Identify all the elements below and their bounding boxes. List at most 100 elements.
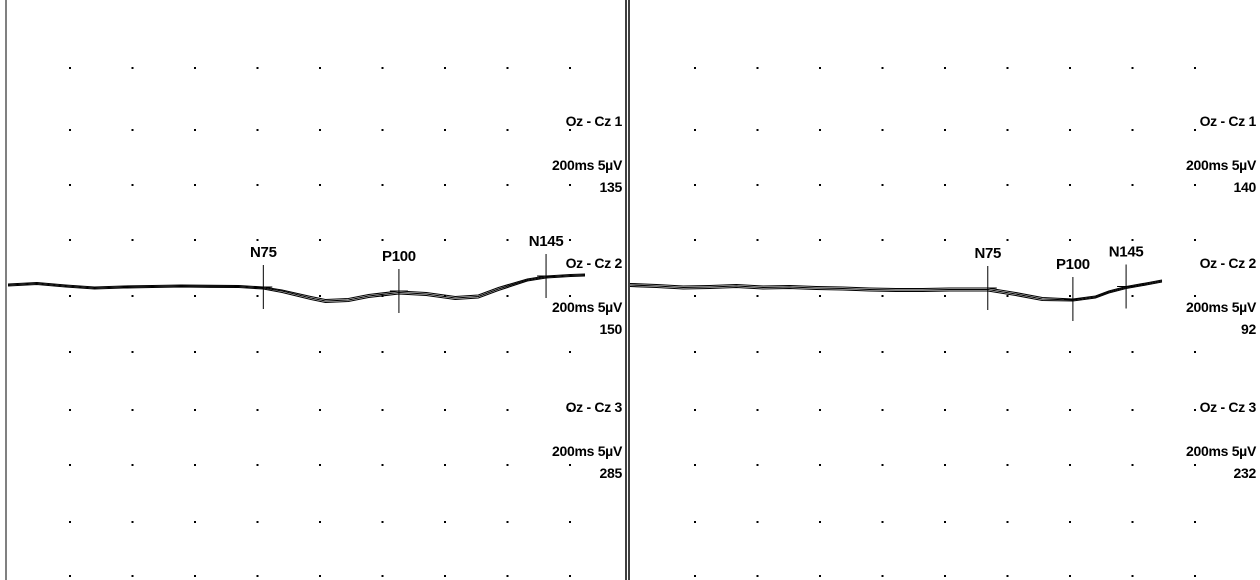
grid-dot (69, 521, 71, 523)
grid-dot (756, 239, 759, 241)
channel-name: Oz - Cz 1 (1200, 113, 1257, 129)
grid-dot (1006, 575, 1009, 577)
grid-dot (756, 409, 759, 411)
grid-dot (756, 351, 759, 353)
grid-dot (444, 521, 446, 523)
grid-dot (194, 521, 196, 523)
grid-dot (1194, 295, 1196, 297)
grid-dot (881, 464, 884, 466)
grid-dot (756, 521, 759, 523)
grid-dot (319, 464, 321, 466)
grid-dot (381, 521, 384, 523)
grid-dot (819, 464, 821, 466)
grid-dot (319, 575, 321, 577)
grid-dot (1069, 295, 1071, 297)
grid-dot (256, 521, 259, 523)
marker-label: P100 (1056, 256, 1090, 273)
grid-dot (444, 351, 446, 353)
count-label: 285 (600, 465, 623, 481)
grid-dot (1006, 521, 1009, 523)
grid-dot (881, 67, 884, 69)
channel-name: Oz - Cz 2 (1200, 255, 1257, 271)
grid-dot (819, 239, 821, 241)
channel-name: Oz - Cz 3 (1200, 399, 1257, 415)
marker-label: N145 (1109, 244, 1144, 261)
channel-name: Oz - Cz 2 (566, 255, 623, 271)
grid-dot (1006, 67, 1009, 69)
grid-dot (694, 464, 696, 466)
grid-dot (1006, 184, 1009, 186)
grid-dot (381, 184, 384, 186)
grid-dot (694, 129, 696, 131)
grid-dot (194, 184, 196, 186)
grid-dot (756, 129, 759, 131)
grid-dot (506, 464, 509, 466)
grid-dot (569, 184, 571, 186)
grid-dot (1069, 351, 1071, 353)
grid-dot (506, 129, 509, 131)
grid-dot (131, 184, 134, 186)
grid-dot (569, 67, 571, 69)
grid-dot (381, 351, 384, 353)
grid-dot (506, 521, 509, 523)
count-label: 232 (1234, 465, 1257, 481)
grid-dot (381, 464, 384, 466)
grid-dot (194, 239, 196, 241)
grid-dot (756, 184, 759, 186)
grid-dot (694, 409, 696, 411)
grid-dot (569, 295, 571, 297)
grid-dot (1069, 575, 1071, 577)
grid-dot (256, 184, 259, 186)
grid-dot (569, 239, 571, 241)
grid-dot (194, 575, 196, 577)
grid-dot (694, 239, 696, 241)
grid-dot (381, 129, 384, 131)
grid-dot (819, 184, 821, 186)
grid-dot (256, 351, 259, 353)
grid-dot (1006, 129, 1009, 131)
grid-dot (819, 409, 821, 411)
scale-label: 200ms 5µV (1186, 299, 1257, 315)
grid-dot (194, 409, 196, 411)
grid-dot (1131, 575, 1134, 577)
grid-dot (319, 239, 321, 241)
grid-dot (194, 351, 196, 353)
grid-dot (131, 521, 134, 523)
grid-dot (694, 521, 696, 523)
grid-dot (944, 464, 946, 466)
grid-dot (319, 295, 321, 297)
grid-dot (506, 351, 509, 353)
grid-dot (1006, 464, 1009, 466)
marker-label: P100 (382, 248, 416, 265)
grid-dot (1194, 67, 1196, 69)
grid-dot (506, 295, 509, 297)
grid-dot (1131, 464, 1134, 466)
grid-dot (319, 129, 321, 131)
channel-name: Oz - Cz 1 (566, 113, 623, 129)
grid-dot (1131, 129, 1134, 131)
grid-dot (319, 67, 321, 69)
channel-name: Oz - Cz 3 (566, 399, 623, 415)
grid-dot (1069, 184, 1071, 186)
grid-dot (444, 239, 446, 241)
grid-dot (569, 409, 571, 411)
grid-dot (69, 464, 71, 466)
grid-dot (881, 351, 884, 353)
grid-dot (881, 239, 884, 241)
grid-dot (69, 351, 71, 353)
grid-dot (256, 575, 259, 577)
grid-dot (131, 464, 134, 466)
scale-label: 200ms 5µV (552, 299, 623, 315)
grid-dot (944, 129, 946, 131)
grid-dot (381, 409, 384, 411)
grid-dot (944, 575, 946, 577)
grid-dot (131, 295, 134, 297)
grid-dot (131, 409, 134, 411)
trace-3 (7, 275, 586, 304)
grid-dot (69, 239, 71, 241)
grid-dot (1069, 409, 1071, 411)
grid-dot (1194, 409, 1196, 411)
grid-dot (1069, 129, 1071, 131)
grid-dot (944, 67, 946, 69)
grid-dot (819, 129, 821, 131)
